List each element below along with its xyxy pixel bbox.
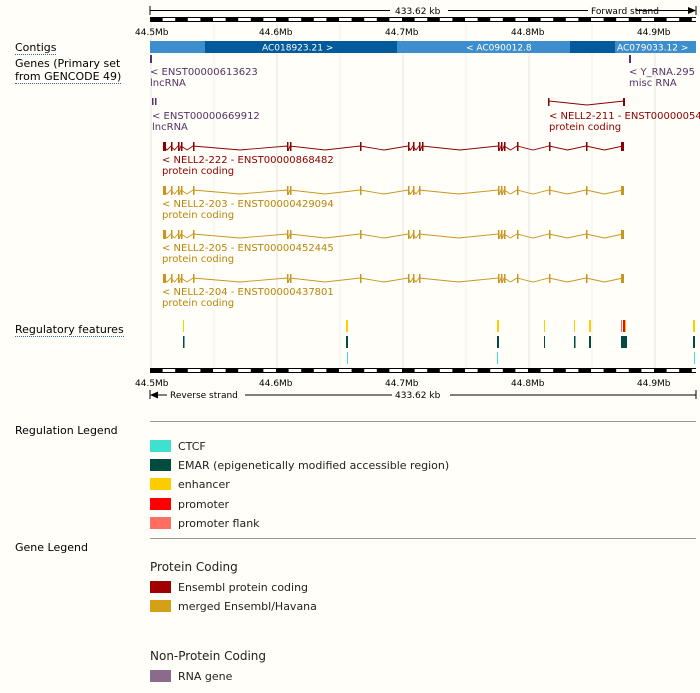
legend-item-emar: EMAR (epigenetically modified accessible… <box>150 458 449 472</box>
track-label-regulatory[interactable]: Regulatory features <box>15 323 124 337</box>
svg-text:44.8Mb: 44.8Mb <box>511 28 545 38</box>
contig-label-2[interactable]: < AC090012.8 <box>466 44 532 54</box>
gene-biotype-nell2-204: protein coding <box>162 298 234 309</box>
svg-text:44.5Mb: 44.5Mb <box>135 379 169 389</box>
legend-item-ctcf: CTCF <box>150 439 206 453</box>
svg-text:44.9Mb: 44.9Mb <box>637 28 671 38</box>
gene-legend-title: Gene Legend <box>15 541 88 554</box>
legend-item-merged-ensembl-havana: merged Ensembl/Havana <box>150 599 317 613</box>
gene-label-nell2-204[interactable]: < NELL2-204 - ENST00000437801 <box>162 287 334 298</box>
swatch <box>150 478 171 490</box>
bottom-tick-labels: 44.5Mb 44.6Mb 44.7Mb 44.8Mb 44.9Mb <box>135 379 671 389</box>
swatch <box>150 517 171 529</box>
legend-item-enhancer: enhancer <box>150 477 230 491</box>
genome-track-panel[interactable]: 433.62 kb Forward strand 44.5Mb 44.6Mb 4… <box>0 0 700 410</box>
gene-label-y-rna[interactable]: < Y_RNA.295 <box>629 67 695 78</box>
divider <box>150 421 696 422</box>
legend-item-ensembl-protein-coding: Ensembl protein coding <box>150 580 308 594</box>
legend-item-rna-gene: RNA gene <box>150 669 232 683</box>
swatch <box>150 459 171 471</box>
gene-label-enst00000613623[interactable]: < ENST00000613623 <box>150 67 258 78</box>
swatch <box>150 440 171 452</box>
gene-label-nell2-211[interactable]: < NELL2-211 - ENST00000054 <box>549 111 700 122</box>
gene-label-enst00000669912[interactable]: < ENST00000669912 <box>152 111 260 122</box>
gene-biotype-enst00000613623: lncRNA <box>150 78 186 89</box>
contig-label-1[interactable]: AC018923.21 > <box>262 44 333 54</box>
legend-item-promoter-flank: promoter flank <box>150 516 260 530</box>
gene-label-nell2-205[interactable]: < NELL2-205 - ENST00000452445 <box>162 243 334 254</box>
swatch <box>150 498 171 510</box>
top-ruler <box>149 6 700 22</box>
transcript-nell2-204[interactable] <box>162 274 624 284</box>
legend-item-promoter: promoter <box>150 497 229 511</box>
protein-coding-title: Protein Coding <box>150 560 238 574</box>
gene-label-nell2-222[interactable]: < NELL2-222 - ENST00000868482 <box>162 155 334 166</box>
gene-biotype-nell2-211: protein coding <box>549 122 621 133</box>
bottom-ruler <box>149 368 700 399</box>
transcript-nell2-222[interactable] <box>162 142 624 152</box>
svg-text:44.7Mb: 44.7Mb <box>385 28 419 38</box>
divider <box>150 538 696 539</box>
swatch <box>150 670 171 682</box>
grid-lines <box>150 24 656 370</box>
contig-label-3[interactable]: AC079033.12 > <box>617 44 688 54</box>
gene-feature-nell2-211[interactable] <box>548 98 625 106</box>
svg-text:44.7Mb: 44.7Mb <box>385 379 419 389</box>
contig-bar[interactable] <box>150 41 696 53</box>
swatch <box>150 581 171 593</box>
gene-label-nell2-203[interactable]: < NELL2-203 - ENST00000429094 <box>162 199 334 210</box>
track-label-contigs[interactable]: Contigs <box>15 41 57 55</box>
gene-feature-y-rna[interactable] <box>629 55 631 63</box>
gene-biotype-y-rna: misc RNA <box>629 78 677 89</box>
top-strand-label: Forward strand <box>591 7 659 17</box>
gene-feature-enst00000669912[interactable] <box>152 98 157 105</box>
gene-feature-enst00000613623[interactable] <box>150 55 152 63</box>
non-protein-coding-title: Non-Protein Coding <box>150 649 267 663</box>
svg-text:44.5Mb: 44.5Mb <box>135 28 169 38</box>
gene-biotype-nell2-203: protein coding <box>162 210 234 221</box>
regulatory-features[interactable] <box>183 320 695 364</box>
transcript-nell2-205[interactable] <box>162 230 624 240</box>
svg-text:44.9Mb: 44.9Mb <box>637 379 671 389</box>
svg-text:44.8Mb: 44.8Mb <box>511 379 545 389</box>
gene-biotype-enst00000669912: lncRNA <box>152 122 188 133</box>
track-label-genes[interactable]: Genes (Primary set from GENCODE 49) <box>15 57 122 84</box>
bottom-strand-label: Reverse strand <box>170 391 238 401</box>
transcript-nell2-203[interactable] <box>162 186 624 196</box>
gene-biotype-nell2-205: protein coding <box>162 254 234 265</box>
bottom-ruler-span: 433.62 kb <box>395 391 441 401</box>
regulation-legend-title: Regulation Legend <box>15 424 118 437</box>
swatch <box>150 600 171 612</box>
top-tick-labels: 44.5Mb 44.6Mb 44.7Mb 44.8Mb 44.9Mb <box>135 28 671 38</box>
svg-text:44.6Mb: 44.6Mb <box>259 28 293 38</box>
gene-biotype-nell2-222: protein coding <box>162 166 234 177</box>
svg-text:44.6Mb: 44.6Mb <box>259 379 293 389</box>
top-ruler-span: 433.62 kb <box>395 7 441 17</box>
